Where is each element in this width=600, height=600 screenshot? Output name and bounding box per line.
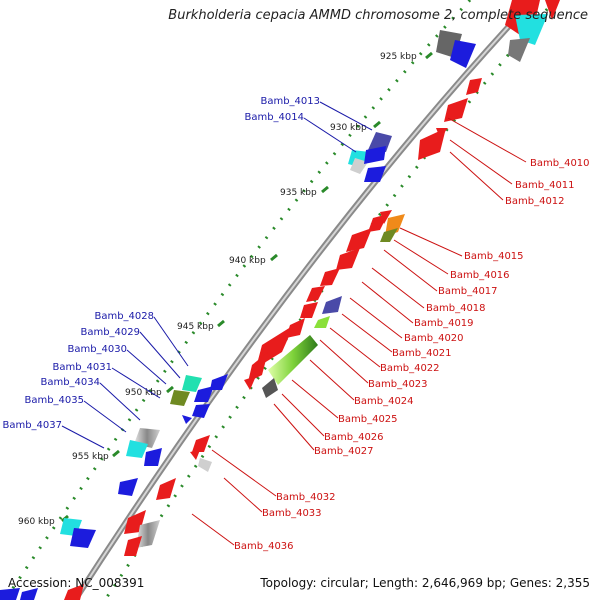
gene-label-bamb-4014: Bamb_4014 xyxy=(244,112,304,123)
gene-label-bamb-4026: Bamb_4026 xyxy=(324,432,384,443)
kbp-label-930: 930 kbp xyxy=(330,123,367,133)
gene-label-bamb-4034: Bamb_4034 xyxy=(40,377,100,388)
gene-label-bamb-4023: Bamb_4023 xyxy=(368,379,428,390)
gene-label-bamb-4025: Bamb_4025 xyxy=(338,414,398,425)
inner-gene-blocks xyxy=(0,30,476,600)
kbp-label-925: 925 kbp xyxy=(380,52,417,62)
gene-label-bamb-4035: Bamb_4035 xyxy=(24,395,84,406)
gene-label-bamb-4029: Bamb_4029 xyxy=(80,327,140,338)
gene-label-bamb-4022: Bamb_4022 xyxy=(380,363,440,374)
chromosome-backbone-highlight xyxy=(74,0,534,600)
right-gene-labels: Bamb_4010 Bamb_4011 Bamb_4012 Bamb_4015 … xyxy=(234,158,590,552)
gene-label-bamb-4033: Bamb_4033 xyxy=(262,508,322,519)
right-leader-lines xyxy=(191,117,527,546)
left-gene-labels: Bamb_4013 Bamb_4014 Bamb_4028 Bamb_4029 … xyxy=(2,96,320,431)
outer-gene-blocks xyxy=(64,0,560,600)
kbp-label-960: 960 kbp xyxy=(18,517,55,527)
kbp-label-945: 945 kbp xyxy=(177,322,214,332)
kbp-ticks xyxy=(61,51,433,523)
gene-label-bamb-4037: Bamb_4037 xyxy=(2,420,62,431)
gene-label-bamb-4021: Bamb_4021 xyxy=(392,348,452,359)
gene-label-bamb-4013: Bamb_4013 xyxy=(260,96,320,107)
map-title: Burkholderia cepacia AMMD chromosome 2, … xyxy=(168,8,588,23)
gene-label-bamb-4016: Bamb_4016 xyxy=(450,270,510,281)
kbp-label-950: 950 kbp xyxy=(125,388,162,398)
kbp-label-955: 955 kbp xyxy=(72,452,109,462)
gene-label-bamb-4017: Bamb_4017 xyxy=(438,286,498,297)
topology-text: Topology: circular; Length: 2,646,969 bp… xyxy=(260,576,590,590)
gene-label-bamb-4010: Bamb_4010 xyxy=(530,158,590,169)
kbp-label-935: 935 kbp xyxy=(280,188,317,198)
gene-label-bamb-4032: Bamb_4032 xyxy=(276,492,336,503)
gene-label-bamb-4018: Bamb_4018 xyxy=(426,303,486,314)
gene-label-bamb-4019: Bamb_4019 xyxy=(414,318,474,329)
gene-label-bamb-4028: Bamb_4028 xyxy=(94,311,154,322)
gene-label-bamb-4030: Bamb_4030 xyxy=(67,344,127,355)
gene-label-bamb-4036: Bamb_4036 xyxy=(234,541,294,552)
gene-label-bamb-4015: Bamb_4015 xyxy=(464,251,524,262)
gene-label-bamb-4027: Bamb_4027 xyxy=(314,446,374,457)
gene-label-bamb-4031: Bamb_4031 xyxy=(52,362,112,373)
gene-label-bamb-4012: Bamb_4012 xyxy=(505,196,565,207)
gene-label-bamb-4020: Bamb_4020 xyxy=(404,333,464,344)
left-leader-lines xyxy=(61,101,373,449)
kbp-label-940: 940 kbp xyxy=(229,256,266,266)
gene-label-bamb-4024: Bamb_4024 xyxy=(354,396,414,407)
scale-ring-outer xyxy=(3,0,472,600)
scale-ring-inner xyxy=(103,0,557,600)
accession-text: Accession: NC_008391 xyxy=(8,576,145,590)
gene-label-bamb-4011: Bamb_4011 xyxy=(515,180,575,191)
